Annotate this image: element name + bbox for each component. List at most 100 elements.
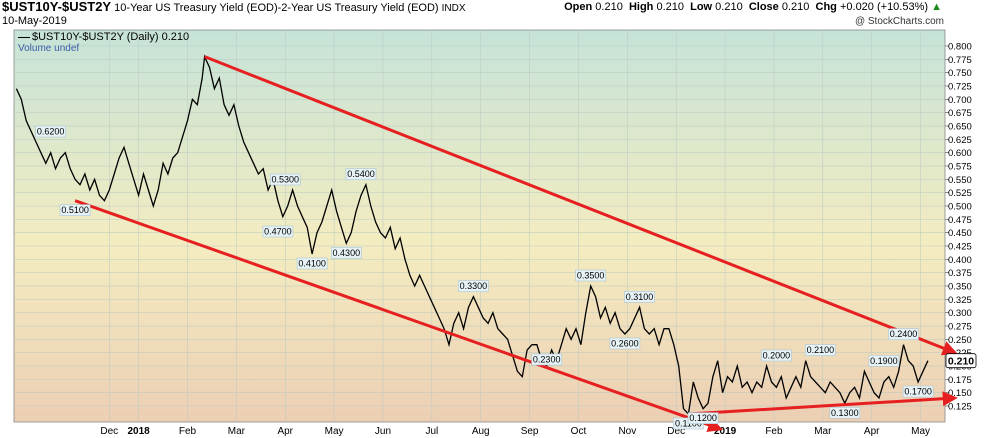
x-tick-label: Oct [571, 426, 587, 437]
annotations: 0.6200 0.5100 0.5300 0.4700 0.4100 0.5400 0.43… [35, 125, 934, 430]
x-tick-label: May [325, 426, 344, 437]
x-tick-label: Dec [667, 426, 685, 437]
y-tick-label: 0.400 [948, 255, 972, 266]
last-value-text: 0.210 [948, 356, 974, 368]
last-value-marker: 0.210 [945, 353, 977, 369]
symbol-description: 10-Year US Treasury Yield (EOD)-2-Year U… [114, 2, 439, 14]
annotation-text: 0.4100 [298, 259, 326, 269]
y-tick-label: 0.550 [948, 175, 972, 186]
last-value-box [945, 353, 977, 369]
high-value: 0.210 [656, 1, 684, 13]
annotation-text: 0.5400 [347, 169, 375, 179]
annotation-text: 0.1200 [689, 413, 717, 423]
y-axis: 0.800 0.775 0.750 0.725 0.700 0.675 0.650 0.625… [945, 42, 972, 413]
annotation-label: 0.4300 [331, 247, 362, 259]
annotation-box [829, 407, 861, 419]
y-tick-label: 0.675 [948, 108, 972, 119]
annotation-label: 0.5300 [269, 173, 301, 186]
annotation-box [35, 125, 66, 138]
annotation-box [805, 344, 836, 356]
x-tick-label: 2019 [714, 426, 737, 437]
y-tick-label: 0.750 [948, 68, 972, 79]
x-tick-label: Feb [179, 426, 197, 437]
x-tick-label: Sep [521, 426, 539, 437]
x-tick-label: Nov [618, 426, 636, 437]
annotation-label: 0.4100 [296, 257, 328, 270]
annotation-label: 0.2000 [761, 349, 792, 362]
annotation-text: 0.1300 [831, 408, 859, 418]
legend-series-label: $UST10Y-$UST2Y (Daily) 0.210 [32, 31, 190, 43]
stockcharts-credit: @ StockCharts.com [854, 16, 944, 27]
annotation-text: 0.5300 [271, 175, 299, 185]
annotation-box [687, 412, 719, 424]
x-tick-label: Jun [375, 426, 391, 437]
annotation-text: 0.3500 [577, 271, 605, 281]
y-tick-label: 0.150 [948, 388, 972, 399]
annotation-text: 0.2600 [611, 339, 639, 349]
annotation-box [345, 168, 377, 180]
trendline [204, 55, 958, 356]
annotation-label: 0.4700 [262, 225, 294, 238]
annotation-text: 0.1700 [904, 387, 932, 397]
annotation-label: 0.2300 [531, 353, 562, 366]
annotation-box [59, 204, 91, 216]
x-tick-label: Mar [814, 426, 832, 437]
y-tick-label: 0.175 [948, 375, 972, 386]
annotation-text: 0.2400 [890, 329, 918, 339]
annotation-box [761, 349, 792, 362]
annotation-text: 0.2300 [533, 355, 561, 365]
annotation-label: 0.1200 [687, 412, 719, 424]
annotation-label: 0.3100 [624, 291, 655, 303]
x-tick-label: Feb [765, 426, 783, 437]
annotation-box [624, 291, 655, 303]
up-arrow-icon: ▲ [931, 1, 942, 13]
legend: $UST10Y-$UST2Y (Daily) 0.210 Volume unde… [18, 31, 189, 54]
trendlines [74, 55, 958, 433]
gridlines [14, 30, 945, 422]
y-tick-label: 0.475 [948, 215, 972, 226]
y-tick-label: 0.450 [948, 228, 972, 239]
high-label: High [628, 1, 654, 13]
close-label: Close [748, 1, 779, 13]
trendline [688, 391, 958, 416]
close-value: 0.210 [781, 1, 810, 13]
x-tick-label: Aug [472, 426, 490, 437]
annotation-label: 0.5100 [59, 204, 91, 216]
open-label: Open [564, 1, 593, 13]
ohlc-readout: Open 0.210 High 0.210 Low 0.210 Close 0.… [564, 1, 942, 14]
annotation-label: 0.2100 [805, 344, 836, 356]
y-tick-label: 0.575 [948, 162, 972, 173]
x-tick-label: Dec [100, 426, 118, 437]
legend-volume-label: Volume undef [18, 43, 80, 54]
y-tick-label: 0.725 [948, 82, 972, 93]
x-tick-label: Apr [864, 426, 880, 437]
annotation-box [262, 225, 294, 238]
legend-swatch [18, 36, 30, 38]
y-tick-label: 0.650 [948, 122, 972, 133]
annotation-label: 0.1700 [902, 385, 934, 398]
y-tick-label: 0.125 [948, 402, 972, 413]
exchange-label: INDX [441, 3, 466, 14]
annotation-text: 0.4700 [264, 227, 292, 237]
low-value: 0.210 [715, 1, 743, 13]
y-tick-label: 0.775 [948, 55, 972, 66]
y-tick-label: 0.425 [948, 242, 972, 253]
annotation-label: 0.2600 [609, 337, 641, 350]
y-tick-label: 0.600 [948, 148, 972, 159]
x-tick-label: 2018 [127, 426, 150, 437]
chart-header: $UST10Y-$UST2Y 10-Year US Treasury Yield… [2, 0, 990, 30]
y-tick-label: 0.250 [948, 335, 972, 346]
annotation-box [331, 247, 362, 259]
annotation-label: 0.3300 [458, 280, 489, 292]
x-tick-label: May [911, 426, 930, 437]
annotation-box [868, 355, 900, 367]
annotation-label: 0.1900 [868, 355, 900, 367]
annotation-box [902, 385, 934, 398]
symbol-title: $UST10Y-$UST2Y [2, 0, 112, 14]
annotation-box [888, 328, 919, 340]
x-tick-label: Apr [277, 426, 293, 437]
annotation-label: 0.1300 [829, 407, 861, 419]
chart-date: 10-May-2019 [2, 15, 67, 27]
annotation-label: 0.2400 [888, 328, 919, 340]
